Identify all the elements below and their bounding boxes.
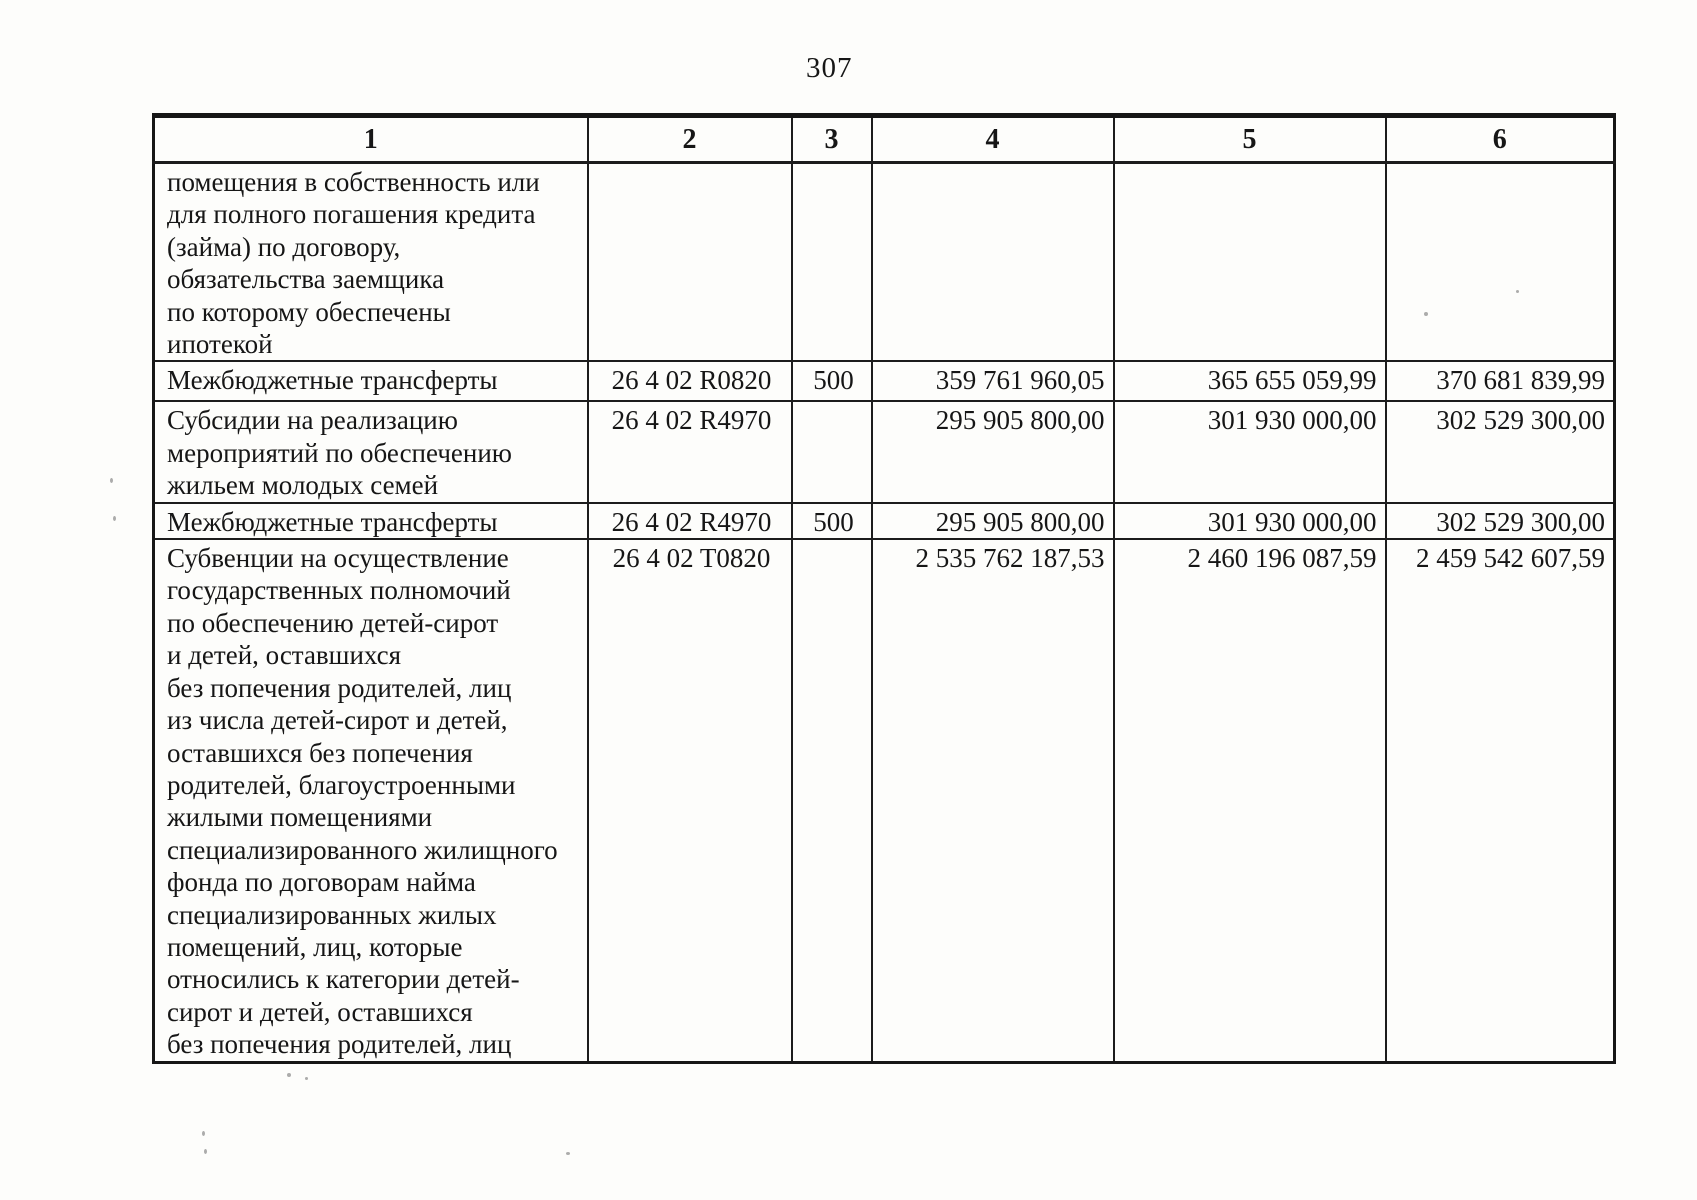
cell-amount-year3: 302 529 300,00 [1384, 400, 1616, 504]
cell-amount-year2 [1112, 161, 1387, 363]
cell-name: помещения в собственность или для полног… [152, 161, 589, 363]
cell-amount-year3: 2 459 542 607,59 [1384, 538, 1616, 1064]
cell-amount-year2: 301 930 000,00 [1112, 400, 1387, 504]
cell-code: 26 4 02 R4970 [586, 400, 793, 504]
table-header-row: 1 2 3 4 5 6 [152, 114, 1616, 164]
cell-expense-type: 500 [790, 501, 873, 541]
scan-speck [566, 1152, 570, 1155]
cell-amount-year1: 359 761 960,05 [870, 360, 1115, 403]
scan-speck [204, 1149, 207, 1154]
cell-amount-year1: 295 905 800,00 [870, 501, 1115, 541]
header-col-5: 5 [1112, 114, 1387, 164]
table-row: Межбюджетные трансферты 26 4 02 R0820 50… [152, 360, 1616, 403]
header-col-1: 1 [152, 114, 589, 164]
header-col-6: 6 [1384, 114, 1616, 164]
page-number: 307 [806, 52, 853, 84]
table-row: Субсидии на реализацию мероприятий по об… [152, 400, 1616, 504]
cell-expense-type: 500 [790, 360, 873, 403]
cell-amount-year2: 301 930 000,00 [1112, 501, 1387, 541]
cell-amount-year1: 295 905 800,00 [870, 400, 1115, 504]
scan-speck [305, 1077, 308, 1080]
cell-expense-type [790, 538, 873, 1064]
cell-amount-year2: 2 460 196 087,59 [1112, 538, 1387, 1064]
scan-speck [110, 478, 113, 483]
scan-speck [1424, 312, 1428, 316]
scan-speck [113, 516, 116, 521]
cell-amount-year3: 370 681 839,99 [1384, 360, 1616, 403]
cell-name: Субвенции на осуществление государственн… [152, 538, 589, 1064]
budget-table: 1 2 3 4 5 6 помещения в собственность ил… [152, 113, 1616, 1064]
header-col-3: 3 [790, 114, 873, 164]
cell-name: Субсидии на реализацию мероприятий по об… [152, 400, 589, 504]
cell-expense-type [790, 400, 873, 504]
cell-expense-type [790, 161, 873, 363]
cell-code [586, 161, 793, 363]
header-col-2: 2 [586, 114, 793, 164]
cell-name: Межбюджетные трансферты [152, 360, 589, 403]
cell-amount-year1: 2 535 762 187,53 [870, 538, 1115, 1064]
cell-amount-year2: 365 655 059,99 [1112, 360, 1387, 403]
cell-name: Межбюджетные трансферты [152, 501, 589, 541]
cell-code: 26 4 02 R4970 [586, 501, 793, 541]
cell-amount-year1 [870, 161, 1115, 363]
scan-speck [287, 1073, 291, 1077]
header-col-4: 4 [870, 114, 1115, 164]
table-row: Субвенции на осуществление государственн… [152, 538, 1616, 1064]
table-row: Межбюджетные трансферты 26 4 02 R4970 50… [152, 501, 1616, 541]
scan-speck [1516, 290, 1519, 293]
cell-code: 26 4 02 T0820 [586, 538, 793, 1064]
table-row: помещения в собственность или для полног… [152, 161, 1616, 363]
cell-code: 26 4 02 R0820 [586, 360, 793, 403]
cell-amount-year3 [1384, 161, 1616, 363]
cell-amount-year3: 302 529 300,00 [1384, 501, 1616, 541]
scan-speck [202, 1131, 205, 1136]
